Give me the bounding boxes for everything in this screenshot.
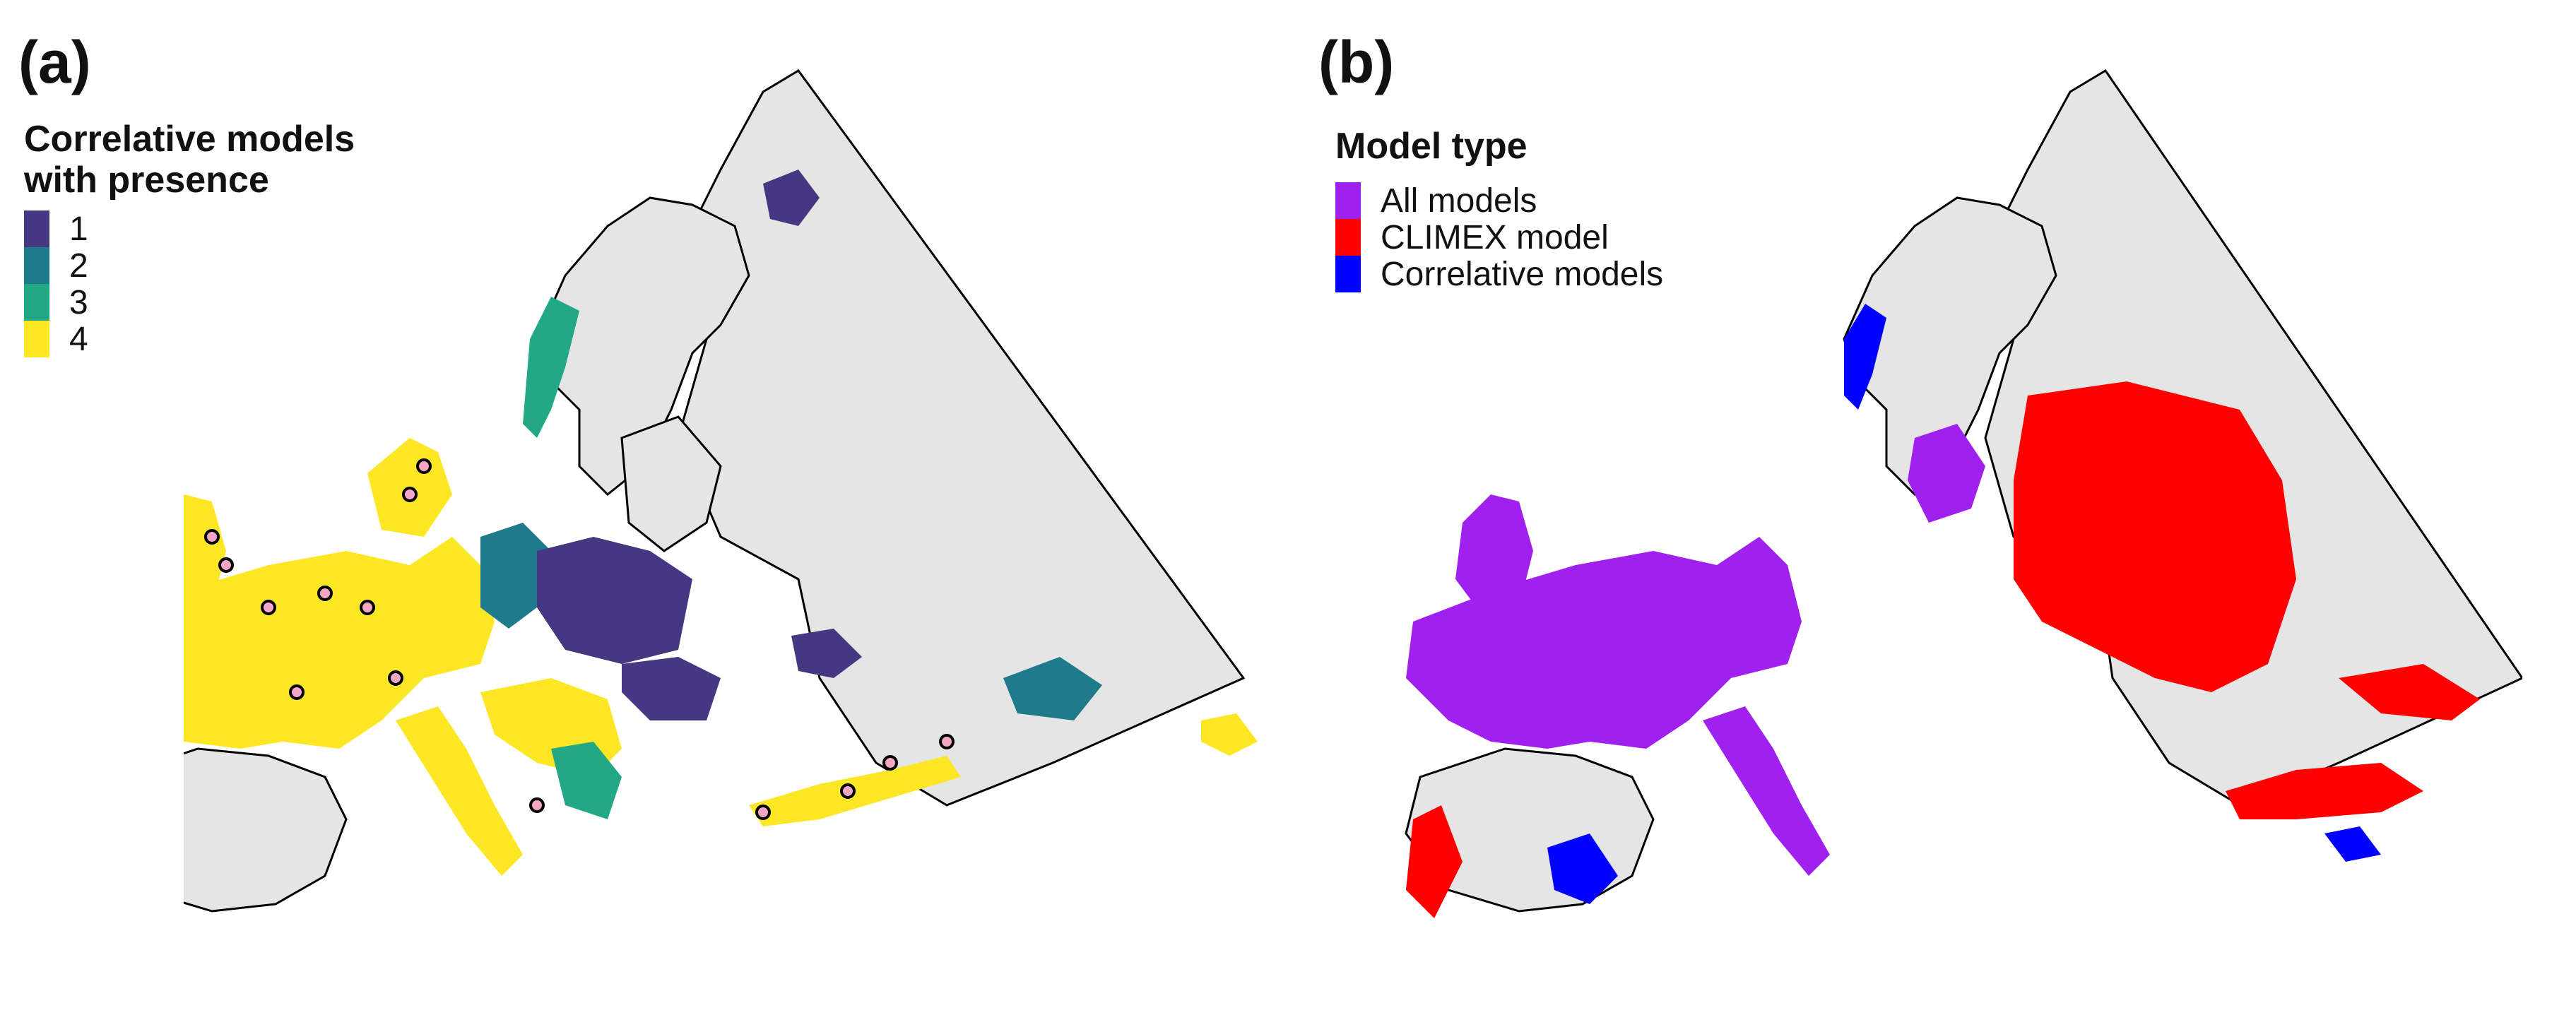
occurrence-point bbox=[840, 783, 856, 799]
panel-b-legend: Model type All models CLIMEX model Corre… bbox=[1335, 126, 1664, 293]
map-a-land-iberia bbox=[184, 747, 348, 913]
occurrence-point bbox=[939, 734, 955, 749]
legend-a-item-1: 1 bbox=[24, 210, 355, 248]
occurrence-point bbox=[755, 805, 771, 820]
occurrence-point bbox=[261, 600, 276, 615]
legend-b-label-all: All models bbox=[1381, 182, 1537, 220]
map-b-zone-climex-caucasus bbox=[2339, 664, 2480, 720]
map-b-zone-correlative-iberia bbox=[1547, 833, 1618, 904]
occurrence-point bbox=[529, 797, 545, 813]
occurrence-point bbox=[360, 600, 375, 615]
occurrence-point bbox=[402, 487, 418, 502]
map-a-zone-4-caspian bbox=[1201, 713, 1258, 756]
map-a-zone-1-hungary bbox=[622, 657, 721, 720]
legend-b-item-correlative: Correlative models bbox=[1335, 255, 1664, 293]
map-b-zone-all-models-italy bbox=[1703, 706, 1830, 876]
legend-b-label-correlative: Correlative models bbox=[1381, 255, 1664, 293]
map-b-land-scandinavia bbox=[1843, 196, 2057, 497]
panel-a-map bbox=[184, 69, 1258, 913]
map-a-zone-1-north bbox=[763, 170, 820, 226]
map-a-land-scandinavia bbox=[536, 196, 750, 497]
map-a-land-baltic-east bbox=[620, 415, 722, 552]
legend-a-swatch-4 bbox=[24, 321, 49, 357]
map-b-zone-climex-iberia-coast bbox=[1406, 805, 1463, 918]
legend-b-item-all: All models bbox=[1335, 182, 1663, 220]
occurrence-point bbox=[388, 670, 403, 686]
panel-b-map bbox=[1405, 69, 2522, 918]
panel-a-legend: Correlative models with presence 1 2 3 4 bbox=[24, 119, 355, 358]
legend-b-label-climex: CLIMEX model bbox=[1381, 218, 1609, 256]
map-b-zone-all-models-sweden bbox=[1908, 424, 1985, 523]
panel-a-label: (a) bbox=[18, 29, 91, 95]
legend-a-label-4: 4 bbox=[69, 320, 88, 358]
map-a-zone-2-central bbox=[480, 523, 551, 629]
occurrence-point bbox=[416, 458, 432, 474]
map-a-zone-1-poland bbox=[537, 537, 692, 664]
legend-a-label-1: 1 bbox=[69, 210, 88, 248]
map-a-zone-4-uk bbox=[184, 494, 226, 607]
occurrence-point bbox=[317, 586, 333, 601]
occurrence-point bbox=[218, 557, 234, 573]
legend-a-swatch-1 bbox=[24, 210, 49, 247]
legend-a-swatch-2 bbox=[24, 247, 49, 284]
occurrence-point bbox=[289, 684, 305, 700]
occurrence-point bbox=[204, 529, 220, 545]
legend-b-item-climex: CLIMEX model bbox=[1335, 219, 1663, 256]
map-a-zone-4-italy bbox=[396, 706, 523, 876]
map-a-zone-2-east bbox=[1003, 657, 1102, 720]
panel-b-label: (b) bbox=[1318, 29, 1395, 95]
map-a-zone-4-west bbox=[184, 537, 495, 749]
legend-b-swatch-correlative bbox=[1335, 256, 1361, 292]
legend-a-label-2: 2 bbox=[69, 247, 88, 285]
legend-a-item-3: 3 bbox=[24, 284, 355, 321]
map-a-zone-3-norway bbox=[523, 297, 579, 438]
legend-a-label-3: 3 bbox=[69, 283, 88, 321]
legend-a-title: Correlative models with presence bbox=[24, 119, 355, 201]
legend-a-item-2: 2 bbox=[24, 247, 355, 285]
map-b-zone-correlative-turkey bbox=[2324, 826, 2381, 862]
legend-b-title: Model type bbox=[1335, 126, 1528, 167]
legend-a-title-line2: with presence bbox=[24, 160, 269, 201]
map-b-zone-correlative-norway bbox=[1844, 304, 1886, 410]
occurrence-point bbox=[882, 755, 898, 771]
legend-a-title-line1: Correlative models bbox=[24, 119, 355, 160]
legend-b-swatch-all bbox=[1335, 182, 1361, 219]
map-a-occurrence-points bbox=[204, 458, 955, 820]
legend-b-swatch-climex bbox=[1335, 219, 1361, 256]
map-a-zone-3-med bbox=[551, 742, 622, 819]
map-a-zone-1-russia bbox=[791, 629, 862, 678]
legend-a-swatch-3 bbox=[24, 284, 49, 321]
legend-a-item-4: 4 bbox=[24, 320, 355, 358]
map-b-zone-climex-turkey bbox=[2226, 763, 2423, 819]
map-a-land-east bbox=[677, 69, 1246, 807]
map-b-zone-all-models-uk bbox=[1455, 494, 1533, 607]
map-b-zone-climex-east bbox=[2014, 381, 2296, 692]
